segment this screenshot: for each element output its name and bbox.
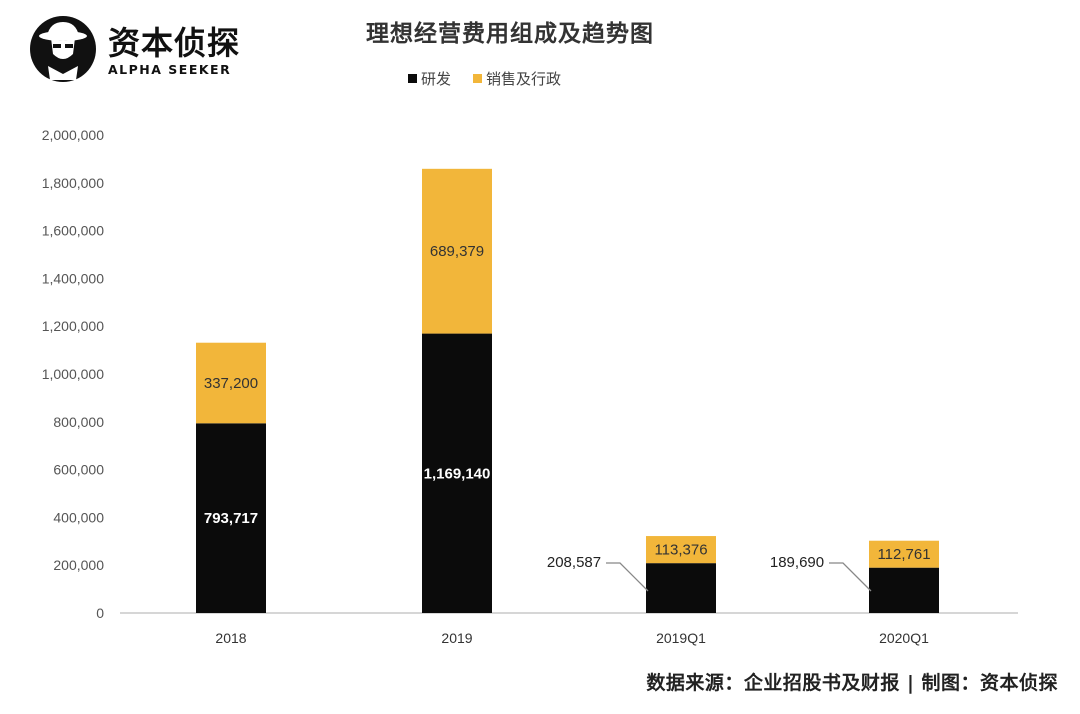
- bar-sga-2018: [196, 342, 266, 424]
- y-tick-label: 200,000: [53, 557, 104, 573]
- bar-sga-2019: [422, 168, 492, 334]
- brand-logo: 资本侦探 ALPHA SEEKER: [28, 14, 268, 84]
- data-label-sga: 113,376: [654, 542, 707, 559]
- y-tick-label: 1,600,000: [42, 223, 104, 239]
- data-label-sga: 689,379: [430, 243, 484, 260]
- bar-rd-2019Q1: [646, 563, 716, 613]
- y-tick-label: 1,400,000: [42, 270, 104, 286]
- y-tick-label: 400,000: [53, 509, 104, 525]
- x-tick-label: 2018: [215, 630, 246, 646]
- chart-legend: 研发 销售及行政: [408, 68, 561, 89]
- y-tick-label: 800,000: [53, 414, 104, 430]
- legend-label-rd: 研发: [421, 70, 452, 88]
- source-note: 数据来源：企业招股书及财报 | 制图：资本侦探: [646, 672, 1058, 694]
- chart-title: 理想经营费用组成及趋势图: [366, 21, 654, 47]
- legend-swatch-sga: [473, 74, 483, 83]
- legend-item-sga: 销售及行政: [473, 68, 561, 89]
- y-tick-label: 600,000: [53, 462, 104, 478]
- bar-rd-2019: [422, 333, 492, 613]
- data-label-rd: 793,717: [204, 510, 258, 527]
- detective-emblem-icon: [30, 16, 96, 82]
- brand-name-en: ALPHA SEEKER: [108, 62, 232, 77]
- bar-sga-2020Q1: [869, 540, 939, 568]
- x-tick-label: 2019Q1: [656, 630, 706, 646]
- x-tick-label: 2020Q1: [879, 630, 929, 646]
- y-tick-label: 1,200,000: [42, 318, 104, 334]
- data-label-rd: 189,690: [770, 554, 824, 571]
- data-label-rd: 208,587: [547, 554, 601, 571]
- data-label-sga: 337,200: [204, 375, 258, 392]
- data-label-leader-line: [829, 562, 872, 592]
- data-label-leader-line: [606, 562, 649, 592]
- y-tick-label: 1,000,000: [42, 366, 104, 382]
- bar-rd-2018: [196, 423, 266, 613]
- bar-sga-2019Q1: [646, 536, 716, 564]
- y-tick-label: 2,000,000: [42, 127, 104, 143]
- y-tick-label: 0: [96, 605, 104, 621]
- legend-label-sga: 销售及行政: [486, 70, 562, 88]
- brand-name-cn: 资本侦探: [108, 24, 241, 62]
- x-tick-label: 2019: [441, 630, 472, 646]
- bar-rd-2020Q1: [869, 567, 939, 613]
- legend-item-rd: 研发: [408, 68, 451, 89]
- y-tick-label: 1,800,000: [42, 175, 104, 191]
- data-label-rd: 1,169,140: [424, 465, 491, 482]
- legend-swatch-rd: [408, 74, 417, 83]
- data-label-sga: 112,761: [877, 546, 930, 563]
